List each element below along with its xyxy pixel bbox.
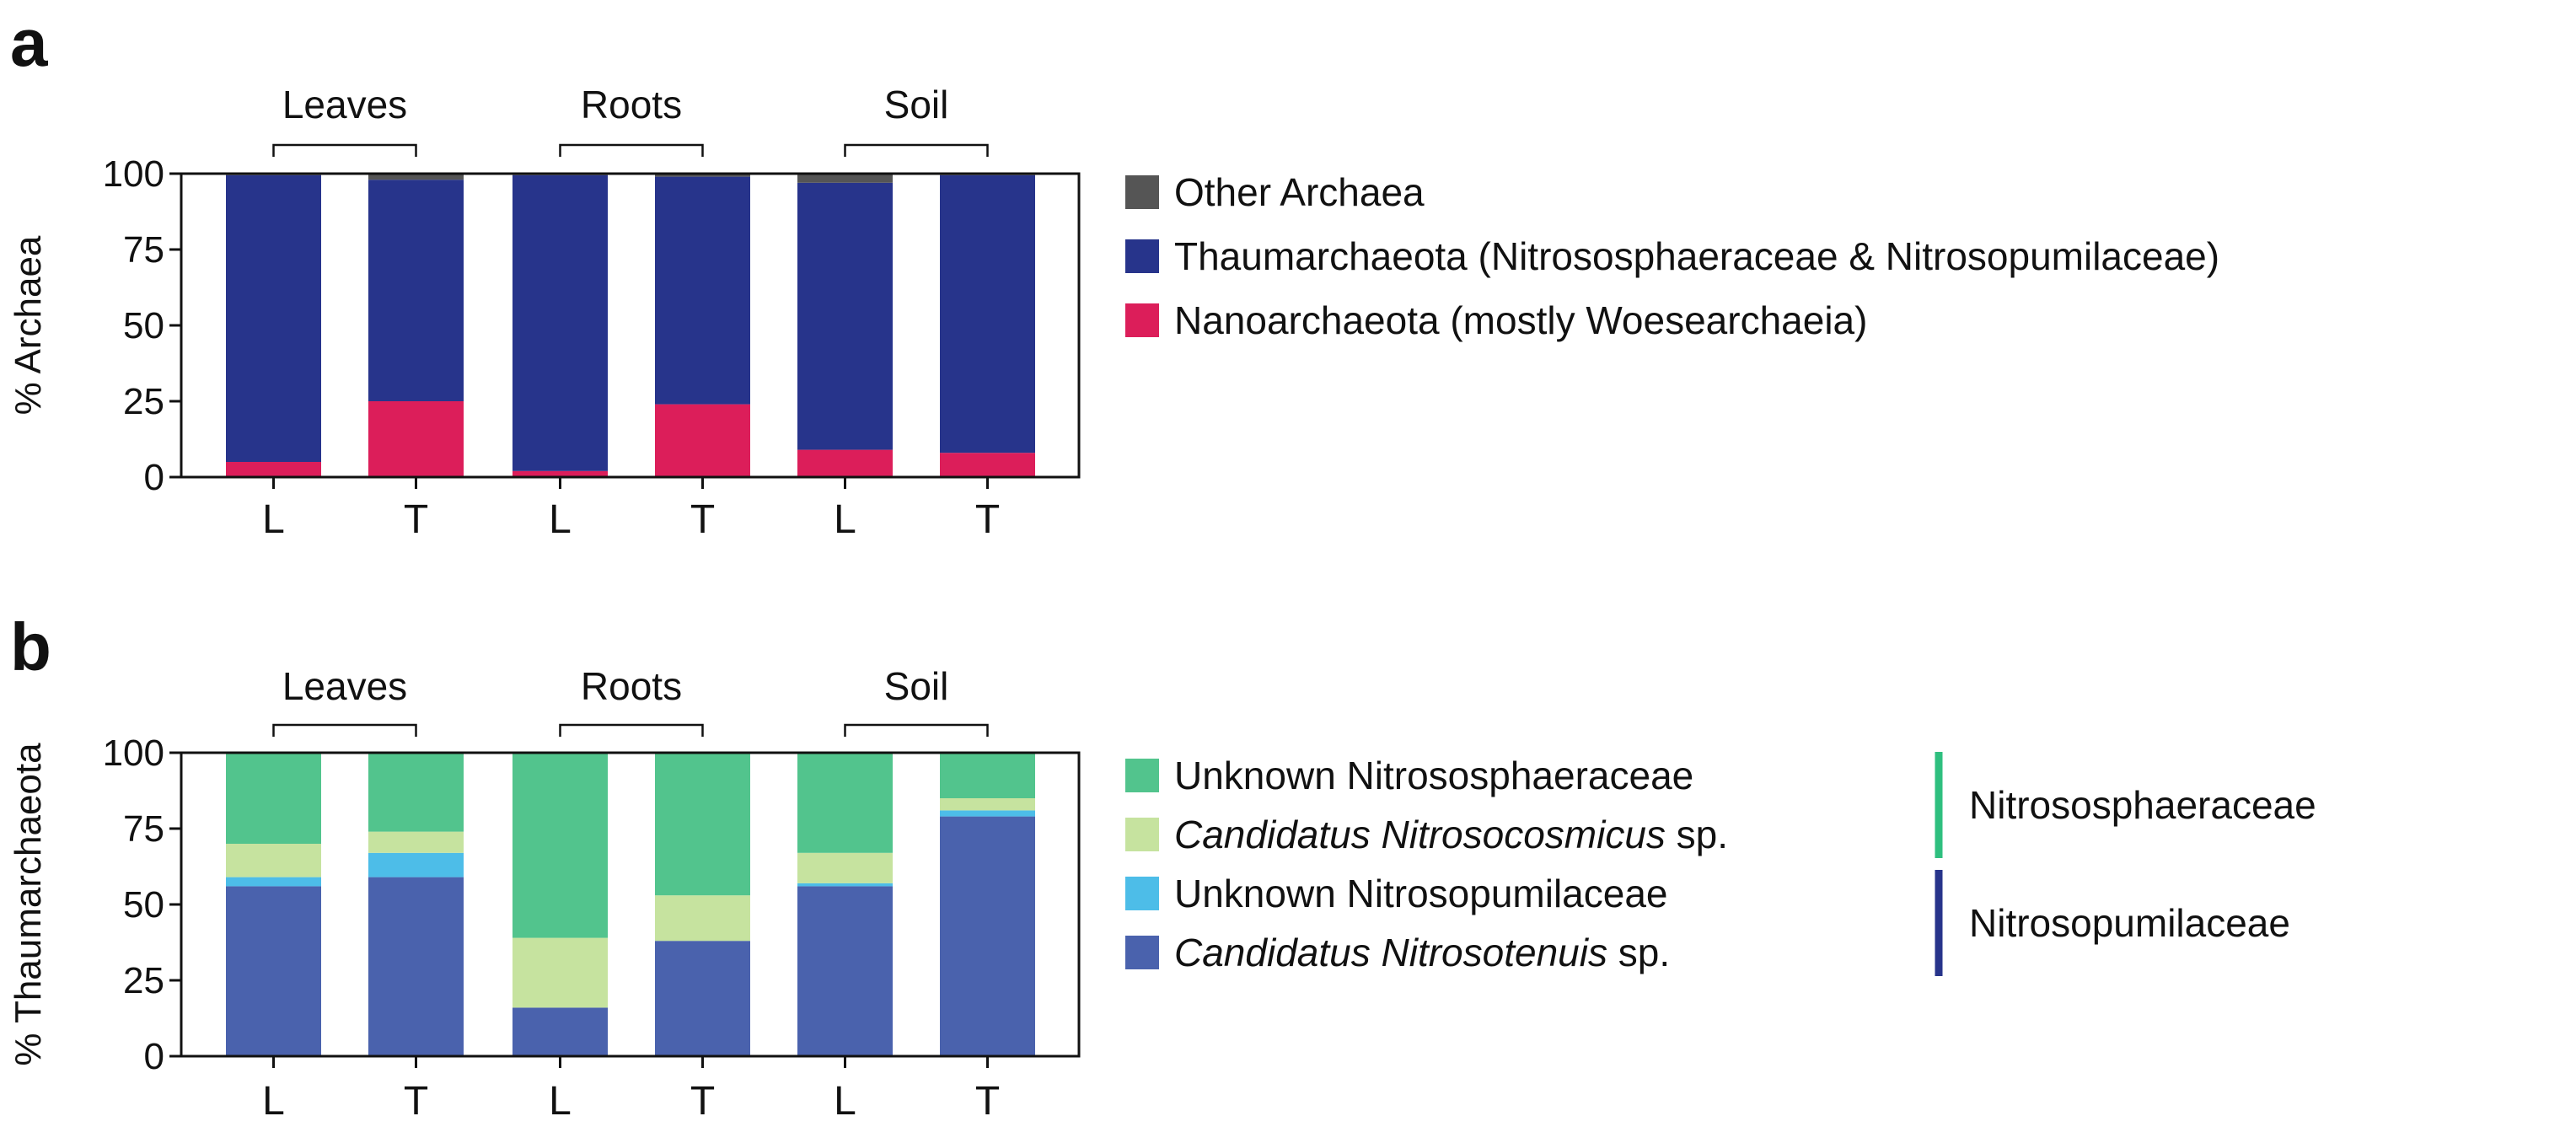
x-tick-label: T — [975, 1079, 1000, 1124]
bar-segment — [368, 831, 464, 853]
y-axis-label: % Thaumarchaeota — [8, 743, 49, 1066]
bar-segment — [940, 798, 1035, 811]
bar-segment — [797, 174, 893, 183]
legend-swatch — [1125, 818, 1159, 851]
y-tick-label: 75 — [123, 229, 164, 271]
y-tick-label: 75 — [123, 808, 164, 850]
bar-segment — [513, 470, 608, 477]
group-bracket — [272, 723, 417, 737]
bar-segment — [797, 852, 893, 883]
bar-segment — [513, 1007, 608, 1056]
legend-label: Candidatus Nitrosotenuis sp. — [1174, 931, 1670, 974]
x-tick-label: L — [549, 1079, 572, 1124]
group-label: Soil — [884, 664, 949, 708]
bar-segment — [368, 174, 464, 180]
x-tick-label: L — [834, 497, 856, 542]
bar-segment — [940, 810, 1035, 817]
x-tick-label: L — [834, 1079, 856, 1124]
x-tick-label: T — [404, 1079, 428, 1124]
legend-swatch — [1125, 175, 1159, 209]
legend-label: Thaumarchaeota (Nitrososphaeraceae & Nit… — [1174, 234, 2219, 278]
y-tick-label: 50 — [123, 884, 164, 926]
bar-segment — [797, 449, 893, 477]
legend-label: Unknown Nitrosopumilaceae — [1174, 872, 1668, 915]
legend-label: Other Archaea — [1174, 170, 1425, 214]
bar-segment — [226, 753, 321, 844]
bar-segment — [655, 941, 750, 1056]
legend-swatch — [1125, 936, 1159, 969]
bar-segment — [368, 877, 464, 1056]
group-label: Roots — [581, 664, 682, 708]
bar-segment — [797, 182, 893, 450]
bar-segment — [226, 844, 321, 877]
bar-segment — [513, 174, 608, 471]
legend-swatch — [1125, 303, 1159, 337]
bar-segment — [655, 404, 750, 477]
bar-segment — [797, 883, 893, 887]
panel-label: b — [10, 609, 51, 684]
bar-segment — [797, 886, 893, 1056]
y-tick-label: 100 — [103, 153, 164, 195]
legend-swatch — [1125, 239, 1159, 273]
bar-segment — [655, 174, 750, 177]
group-label: Roots — [581, 83, 682, 126]
group-bracket — [272, 143, 417, 157]
legend-label: Unknown Nitrososphaeraceae — [1174, 754, 1693, 797]
group-label: Leaves — [282, 83, 407, 126]
bar-segment — [513, 753, 608, 938]
y-axis-label: % Archaea — [8, 235, 49, 415]
bar-segment — [940, 453, 1035, 477]
bar-segment — [797, 753, 893, 853]
y-tick-label: 50 — [123, 305, 164, 346]
family-label: Nitrososphaeraceae — [1969, 783, 2316, 827]
y-tick-label: 100 — [103, 732, 164, 774]
group-label: Leaves — [282, 664, 407, 708]
group-bracket — [559, 143, 704, 157]
x-tick-label: T — [404, 497, 428, 542]
y-tick-label: 25 — [123, 381, 164, 422]
x-tick-label: T — [690, 1079, 715, 1124]
bar-segment — [940, 816, 1035, 1056]
bar-segment — [226, 174, 321, 463]
y-tick-label: 0 — [144, 457, 164, 498]
group-bracket — [559, 723, 704, 737]
group-label: Soil — [884, 83, 949, 126]
bar-segment — [226, 877, 321, 887]
legend-swatch — [1125, 877, 1159, 910]
bar-segment — [368, 180, 464, 401]
bar-segment — [368, 753, 464, 832]
y-tick-label: 0 — [144, 1036, 164, 1077]
bar-segment — [226, 462, 321, 477]
bar-segment — [513, 937, 608, 1008]
group-bracket — [844, 143, 989, 157]
legend-swatch — [1125, 759, 1159, 792]
family-label: Nitrosopumilaceae — [1969, 901, 2290, 945]
panel-label: a — [10, 5, 48, 80]
bar-segment — [368, 852, 464, 877]
x-tick-label: L — [549, 497, 572, 542]
x-tick-label: L — [262, 497, 285, 542]
y-tick-label: 25 — [123, 960, 164, 1001]
bar-segment — [368, 401, 464, 477]
bar-segment — [655, 176, 750, 405]
group-bracket — [844, 723, 989, 737]
x-tick-label: L — [262, 1079, 285, 1124]
x-tick-label: T — [975, 497, 1000, 542]
bar-segment — [226, 886, 321, 1056]
chart-panel-a: a % Archaea 0 25 50 75 100 L T L T L T Leaves Roots Soi… — [8, 5, 2219, 542]
legend-label: Candidatus Nitrosocosmicus sp. — [1174, 813, 1728, 856]
legend-label: Nanoarchaeota (mostly Woesearchaeia) — [1174, 298, 1867, 342]
bar-segment — [940, 174, 1035, 453]
bar-segment — [655, 895, 750, 942]
bar-segment — [655, 753, 750, 896]
x-tick-label: T — [690, 497, 715, 542]
bar-segment — [940, 753, 1035, 798]
chart-panel-b: b % Thaumarchaeota 0 25 50 75 100 L T L T L T Leaves R… — [8, 609, 2316, 1124]
